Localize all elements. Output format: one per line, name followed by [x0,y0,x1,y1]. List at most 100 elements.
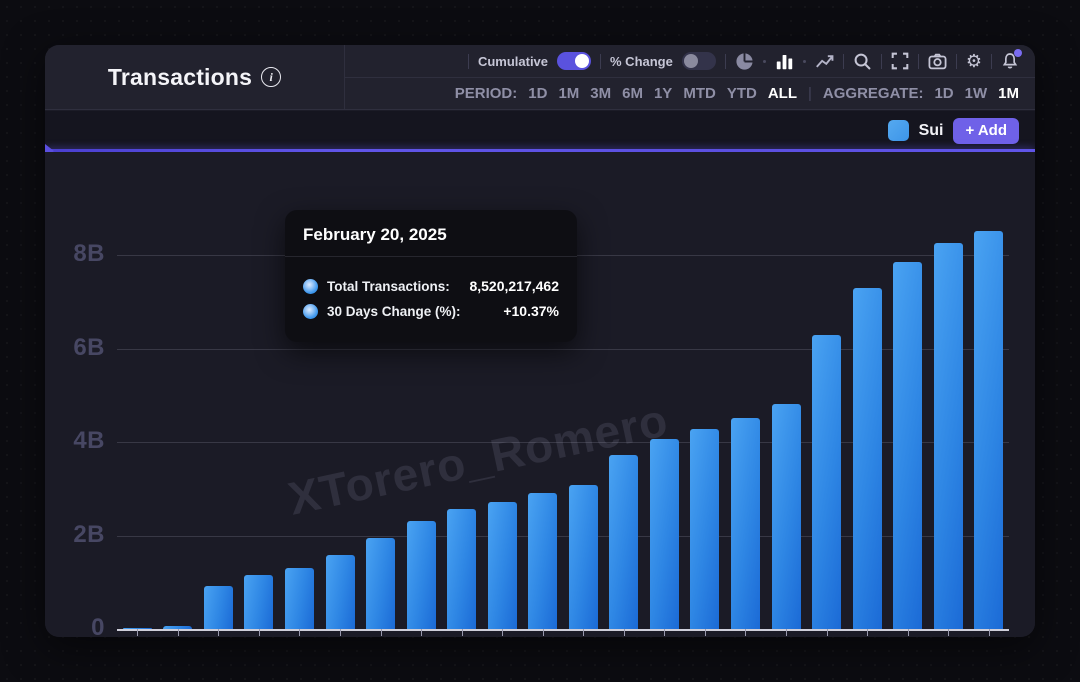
x-axis-tick [421,629,423,636]
period-option-1y[interactable]: 1Y [653,85,673,102]
aggregate-option-1m[interactable]: 1M [998,85,1019,102]
sui-series-label: Sui [918,121,944,139]
period-option-3m[interactable]: 3M [590,85,612,102]
chart-tooltip: February 20, 2025 Total Transactions: 8,5… [285,210,577,342]
transactions-chart-card: Transactions i Cumulative % Change [45,45,1035,637]
gear-icon[interactable]: ⚙ [965,51,982,71]
x-axis-tick [299,629,301,636]
x-axis-tick [583,629,585,636]
chart-bar-jun-2023[interactable] [163,626,193,629]
aggregate-option-1d[interactable]: 1D [934,85,954,102]
sui-bullet-icon [303,278,318,294]
group-separator: | [808,85,812,102]
x-axis-tick [786,629,787,636]
period-option-1m[interactable]: 1M [558,85,580,102]
x-axis-tick [907,629,909,636]
pie-chart-icon[interactable] [735,52,754,71]
period-option-ytd[interactable]: YTD [726,85,757,102]
bar-chart-icon[interactable] [775,52,794,71]
chart-bar-jul-2023[interactable] [203,585,233,629]
camera-icon[interactable] [928,52,947,71]
aggregate-label: AGGREGATE: [822,85,924,102]
tooltip-row-label: Total Transactions: [327,278,450,294]
divider [724,53,726,69]
divider [600,53,602,69]
chart-bar-nov-2024[interactable] [852,287,882,629]
card-header: Transactions i Cumulative % Change [45,45,1035,110]
fullscreen-icon[interactable] [891,52,909,70]
y-axis-label: 4B [73,427,105,455]
tooltip-row: Total Transactions: 8,520,217,462 [303,278,559,294]
search-icon[interactable] [853,52,872,71]
chart-bar-apr-2024[interactable] [568,485,598,629]
accent-divider-arrow [45,144,54,158]
gridline-4B [117,442,1009,444]
chart-bar-nov-2023[interactable] [366,537,396,629]
period-option-mtd[interactable]: MTD [683,85,716,102]
y-axis-label: 6B [73,333,105,361]
tooltip-row: 30 Days Change (%): +10.37% [303,303,559,319]
chart-bar-jun-2024[interactable] [649,439,679,629]
x-axis-tick [623,629,625,636]
x-axis-tick [826,629,828,636]
bell-icon[interactable] [1001,49,1022,70]
tooltip-row-value: 8,520,217,462 [469,278,559,294]
chart-bar-may-2023[interactable] [122,628,152,629]
chart-bar-may-2024[interactable] [609,455,639,629]
gridline-0 [117,629,1009,631]
tooltip-row-value: +10.37% [503,303,559,319]
x-axis-tick [258,629,260,636]
x-axis-tick [867,629,869,636]
period-options: 1D 1M 3M 6M 1Y MTD YTD ALL [528,85,797,102]
x-axis-tick [542,629,544,636]
period-option-6m[interactable]: 6M [622,85,643,102]
x-axis-tick [177,629,179,636]
divider [917,53,919,69]
x-axis-tick [502,629,504,636]
chart-bar-aug-2023[interactable] [244,575,274,629]
toolbar: Cumulative % Change [345,45,1035,78]
x-axis-tick [704,629,706,636]
chart-bar-dec-2023[interactable] [406,521,436,629]
tooltip-date: February 20, 2025 [285,210,577,257]
pct-change-toggle[interactable] [681,52,716,70]
notification-badge [1014,49,1022,57]
chart-bar-oct-2023[interactable] [325,555,355,629]
gridline-6B [117,348,1009,350]
y-axis-label: 0 [91,614,105,637]
chart-bar-sep-2023[interactable] [284,567,314,629]
period-row: PERIOD: 1D 1M 3M 6M 1Y MTD YTD ALL | AGGREGATE:… [345,78,1035,109]
chart-bar-jul-2024[interactable] [690,429,720,629]
cumulative-toggle[interactable] [557,52,592,70]
period-option-all[interactable]: ALL [767,85,797,102]
chart-bar-jan-2025[interactable] [933,243,963,629]
info-icon[interactable]: i [261,67,282,87]
x-axis-tick [948,629,950,636]
cumulative-label: Cumulative [477,53,549,69]
divider [842,53,844,69]
chart-bar-feb-2024[interactable] [487,501,517,629]
chart-bar-feb-2025[interactable] [974,231,1004,629]
x-axis-tick [380,629,382,636]
divider [991,53,992,69]
x-axis-tick [461,629,463,636]
chart-bar-oct-2024[interactable] [812,335,842,629]
period-option-1d[interactable]: 1D [528,85,548,102]
aggregate-options: 1D 1W 1M [934,85,1019,102]
chart-bar-jan-2024[interactable] [447,509,477,629]
add-series-button[interactable]: + Add [953,117,1019,144]
tooltip-row-label: 30 Days Change (%): [327,303,461,319]
gridline-2B [117,535,1009,537]
line-chart-icon[interactable] [815,52,834,71]
dot-separator [762,59,766,63]
aggregate-option-1w[interactable]: 1W [964,85,988,102]
y-axis-label: 8B [73,240,105,268]
chart-bar-mar-2024[interactable] [528,492,558,629]
x-axis-tick [664,629,666,636]
sui-series-swatch[interactable] [887,120,909,141]
chart-bar-dec-2024[interactable] [893,262,923,629]
chart-bar-sep-2024[interactable] [771,404,801,629]
chart-bar-aug-2024[interactable] [730,418,760,629]
divider [955,53,957,69]
